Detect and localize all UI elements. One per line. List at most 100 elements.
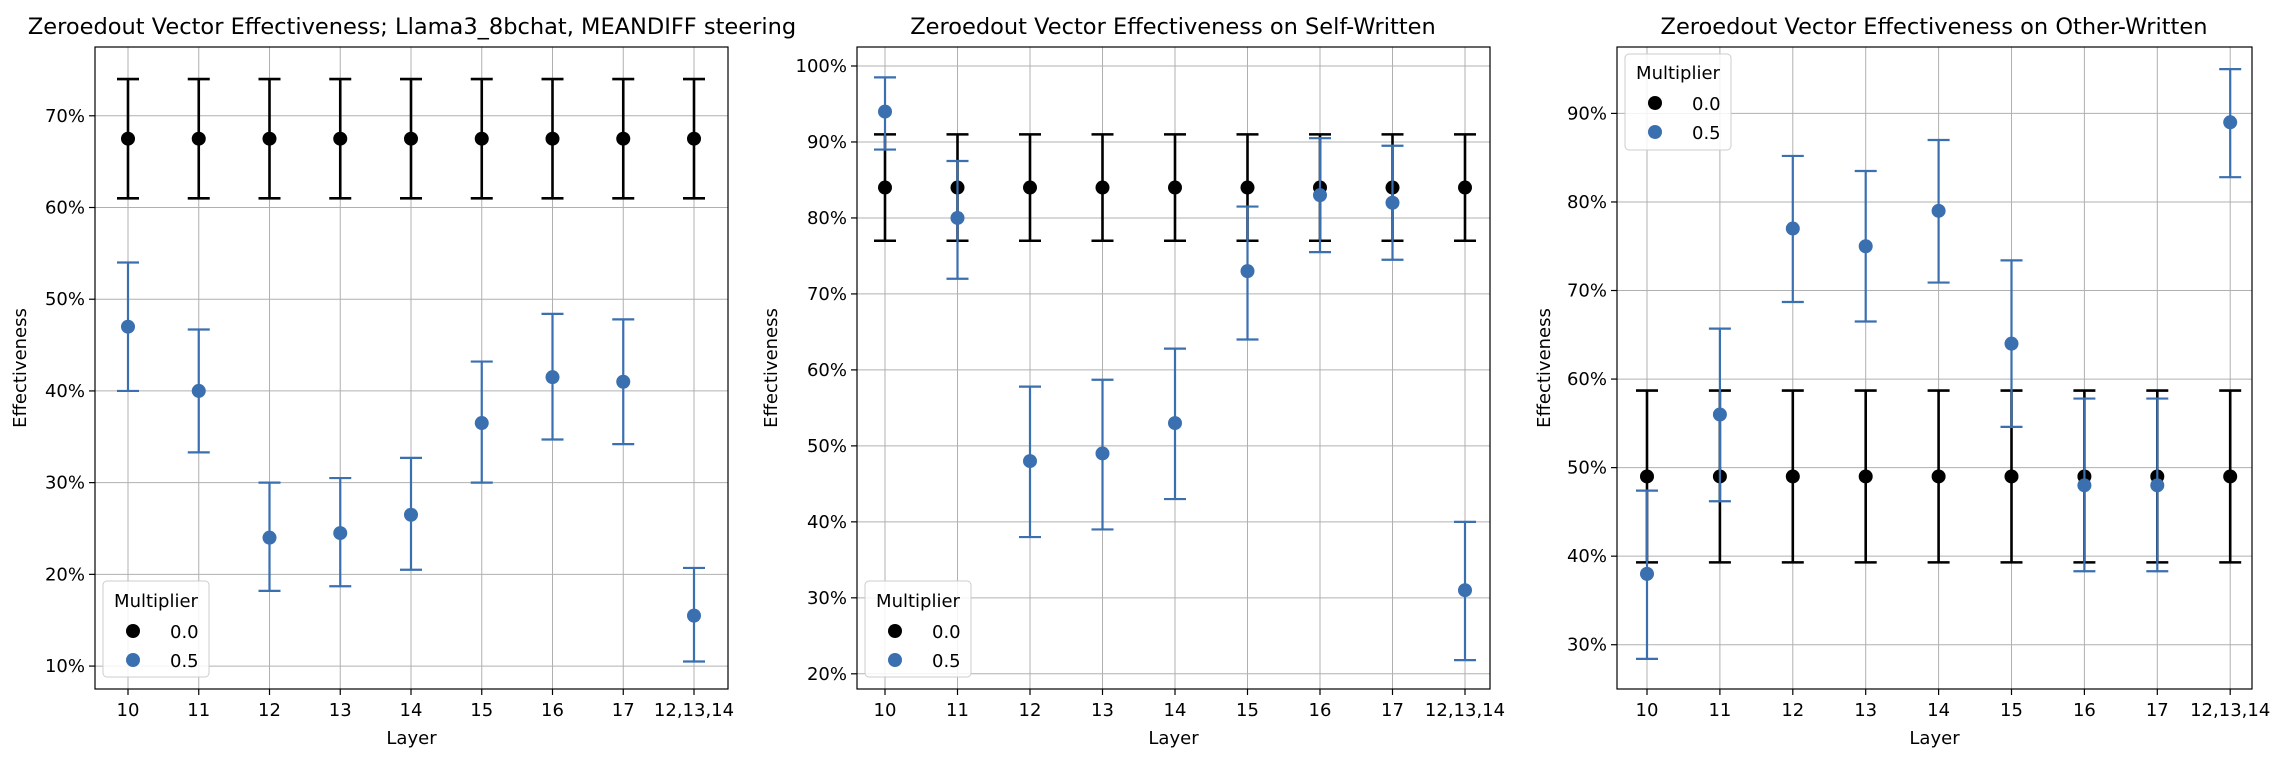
y-tick-label: 20% bbox=[807, 664, 847, 685]
data-point bbox=[404, 507, 418, 522]
series-layer bbox=[874, 76, 1476, 662]
x-tick-label: 12,13,14 bbox=[654, 700, 734, 721]
legend-label-0: 0.0 bbox=[170, 622, 199, 643]
data-point bbox=[545, 370, 560, 385]
series-0.5 bbox=[1636, 68, 2242, 660]
y-tick-label: 50% bbox=[807, 436, 847, 457]
data-point bbox=[2223, 115, 2238, 130]
data-point bbox=[616, 374, 631, 389]
y-ticks: 30% 40% 50% 60% 70% 80% 90% bbox=[1567, 103, 1617, 656]
x-tick-label: 16 bbox=[541, 700, 564, 721]
y-ticks: 10% 20% 30% 40% 50% 60% 70% bbox=[45, 106, 95, 677]
data-point bbox=[1858, 469, 1873, 484]
data-point bbox=[1240, 180, 1255, 195]
y-tick-label: 70% bbox=[45, 106, 85, 127]
x-tick-label: 16 bbox=[1309, 700, 1332, 721]
legend-title: Multiplier bbox=[876, 591, 961, 612]
y-tick-label: 60% bbox=[45, 198, 85, 219]
data-point bbox=[191, 383, 206, 398]
legend: Multiplier 0.0 0.5 bbox=[102, 580, 210, 678]
data-point bbox=[1931, 203, 1946, 218]
legend-title: Multiplier bbox=[114, 591, 199, 612]
data-point bbox=[2004, 336, 2019, 351]
x-axis-label: Layer bbox=[386, 728, 437, 749]
y-tick-label: 90% bbox=[807, 132, 847, 153]
y-tick-label: 40% bbox=[45, 381, 85, 402]
legend-marker-1 bbox=[126, 653, 140, 667]
y-tick-label: 10% bbox=[45, 656, 85, 677]
y-tick-label: 90% bbox=[1567, 103, 1607, 124]
y-tick-label: 50% bbox=[1567, 458, 1607, 479]
y-tick-label: 30% bbox=[807, 588, 847, 609]
data-point bbox=[545, 131, 560, 146]
data-point bbox=[1313, 188, 1327, 203]
chart-title: Zeroedout Vector Effectiveness on Other-… bbox=[1661, 14, 2208, 40]
y-tick-label: 40% bbox=[1567, 546, 1607, 567]
data-point bbox=[687, 131, 701, 146]
x-tick-label: 13 bbox=[1854, 700, 1877, 721]
x-tick-label: 15 bbox=[2000, 700, 2023, 721]
legend-marker-1 bbox=[888, 653, 902, 667]
data-point bbox=[1095, 180, 1110, 195]
plot-area bbox=[1616, 46, 2253, 690]
x-tick-label: 12 bbox=[1781, 700, 1804, 721]
legend-label-1: 0.5 bbox=[170, 651, 199, 672]
x-tick-label: 16 bbox=[2073, 700, 2096, 721]
data-point bbox=[1785, 221, 1800, 236]
y-tick-label: 40% bbox=[807, 512, 847, 533]
legend-marker-0 bbox=[1648, 96, 1662, 110]
legend-marker-1 bbox=[1648, 125, 1662, 139]
data-point bbox=[1640, 469, 1654, 484]
data-point bbox=[687, 608, 701, 623]
y-tick-label: 80% bbox=[807, 208, 847, 229]
data-point bbox=[121, 131, 135, 146]
y-tick-label: 30% bbox=[1567, 635, 1607, 656]
x-tick-label: 13 bbox=[1091, 700, 1114, 721]
data-point bbox=[1240, 264, 1255, 279]
data-point bbox=[616, 131, 631, 146]
legend: Multiplier 0.0 0.5 bbox=[864, 580, 972, 678]
data-point bbox=[2077, 478, 2092, 493]
data-point bbox=[1168, 180, 1182, 195]
x-tick-label: 10 bbox=[874, 700, 897, 721]
x-tick-label: 17 bbox=[1381, 700, 1404, 721]
data-point bbox=[474, 131, 489, 146]
data-point bbox=[121, 319, 135, 334]
data-point bbox=[1385, 195, 1400, 210]
data-point bbox=[1858, 239, 1873, 254]
data-point bbox=[1023, 180, 1037, 195]
data-point bbox=[2004, 469, 2019, 484]
data-point bbox=[262, 530, 277, 545]
data-point bbox=[2150, 478, 2165, 493]
data-point bbox=[878, 180, 892, 195]
x-tick-label: 11 bbox=[1708, 700, 1731, 721]
chart-title: Zeroedout Vector Effectiveness; Llama3_8… bbox=[28, 14, 796, 40]
data-point bbox=[262, 131, 277, 146]
data-point bbox=[1458, 180, 1472, 195]
x-tick-label: 12,13,14 bbox=[2190, 700, 2270, 721]
x-axis-label: Layer bbox=[1148, 728, 1199, 749]
y-tick-label: 50% bbox=[45, 289, 85, 310]
data-point bbox=[404, 131, 418, 146]
x-tick-label: 17 bbox=[2146, 700, 2169, 721]
series-layer bbox=[117, 77, 705, 663]
x-tick-label: 13 bbox=[329, 700, 352, 721]
data-point bbox=[474, 416, 489, 431]
y-tick-label: 80% bbox=[1567, 192, 1607, 213]
series-layer bbox=[1636, 68, 2242, 660]
data-point bbox=[878, 104, 892, 119]
x-tick-label: 11 bbox=[946, 700, 969, 721]
legend: Multiplier 0.0 0.5 bbox=[1624, 53, 1732, 151]
data-point bbox=[1023, 454, 1037, 469]
series-0.0 bbox=[117, 77, 705, 200]
data-point bbox=[191, 131, 206, 146]
data-point bbox=[1640, 566, 1654, 581]
y-axis-label: Effectiveness bbox=[10, 308, 31, 428]
legend-box bbox=[864, 580, 972, 678]
chart-panel-2: Zeroedout Vector Effectiveness on Self-W… bbox=[761, 14, 1505, 749]
chart-title: Zeroedout Vector Effectiveness on Self-W… bbox=[910, 14, 1436, 40]
y-tick-label: 30% bbox=[45, 473, 85, 494]
legend-marker-0 bbox=[126, 624, 140, 638]
y-axis-label: Effectiveness bbox=[1534, 308, 1555, 428]
x-ticks: 10 11 12 13 14 15 16 17 12,13,14 bbox=[874, 689, 1505, 721]
